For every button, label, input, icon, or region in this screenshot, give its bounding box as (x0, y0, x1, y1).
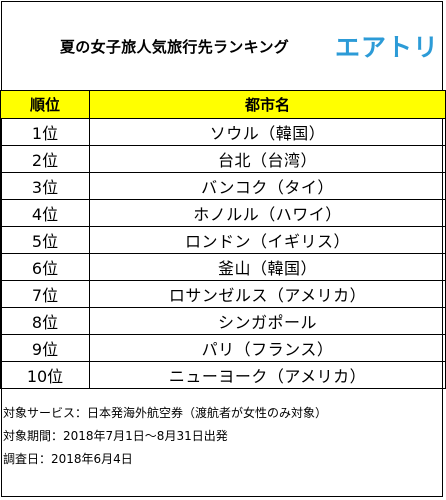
city-cell: ニューヨーク（アメリカ） (89, 361, 446, 389)
rank-cell: 10位 (0, 361, 90, 389)
table-row: 2位 台北（台湾） (0, 145, 446, 173)
rank-cell: 7位 (0, 280, 90, 308)
rank-cell: 5位 (0, 226, 90, 254)
rank-cell: 2位 (0, 145, 90, 173)
rank-cell: 9位 (0, 334, 90, 362)
city-cell: 台北（台湾） (89, 145, 446, 173)
city-cell: ロンドン（イギリス） (89, 226, 446, 254)
city-cell: ソウル（韓国） (89, 118, 446, 146)
city-cell: シンガポール (89, 307, 446, 335)
table-row: 8位 シンガポール (0, 307, 446, 335)
note-survey-date: 調査日：2018年6月4日 (3, 452, 133, 466)
airtrip-logo: エアトリ (335, 33, 440, 62)
table-row: 7位 ロサンゼルス（アメリカ） (0, 280, 446, 308)
table-header-row: 順位 都市名 (0, 90, 446, 119)
city-cell: ロサンゼルス（アメリカ） (89, 280, 446, 308)
survey-notes: 対象サービス：日本発海外航空券（渡航者が女性のみ対象） 対象期間：2018年7月… (3, 402, 327, 471)
rank-cell: 8位 (0, 307, 90, 335)
table-row: 10位 ニューヨーク（アメリカ） (0, 361, 446, 389)
column-header-city: 都市名 (89, 90, 446, 119)
rank-cell: 6位 (0, 253, 90, 281)
rank-cell: 3位 (0, 172, 90, 200)
city-cell: バンコク（タイ） (89, 172, 446, 200)
table-row: 6位 釜山（韓国） (0, 253, 446, 281)
page-title: 夏の女子旅人気旅行先ランキング (60, 38, 290, 56)
city-cell: ホノルル（ハワイ） (89, 199, 446, 227)
table-row: 9位 パリ（フランス） (0, 334, 446, 362)
rank-cell: 4位 (0, 199, 90, 227)
note-target-service: 対象サービス：日本発海外航空券（渡航者が女性のみ対象） (3, 406, 328, 420)
rank-cell: 1位 (0, 118, 90, 146)
column-header-rank: 順位 (0, 90, 90, 119)
note-target-period: 対象期間：2018年7月1日～8月31日出発 (3, 429, 228, 443)
table-row: 3位 バンコク（タイ） (0, 172, 446, 200)
table-row: 4位 ホノルル（ハワイ） (0, 199, 446, 227)
table-row: 5位 ロンドン（イギリス） (0, 226, 446, 254)
city-cell: パリ（フランス） (89, 334, 446, 362)
ranking-table: 順位 都市名 1位 ソウル（韓国） 2位 台北（台湾） 3位 バンコク（タイ） … (0, 90, 446, 389)
table-row: 1位 ソウル（韓国） (0, 118, 446, 146)
city-cell: 釜山（韓国） (89, 253, 446, 281)
